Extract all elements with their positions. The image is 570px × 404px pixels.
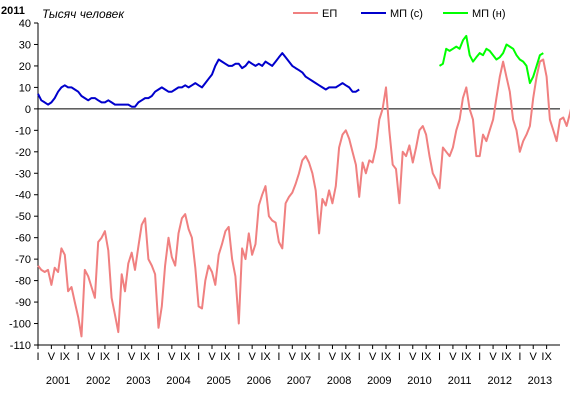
x-tick-label: V xyxy=(248,351,256,363)
legend-label-mp-n: МП (н) xyxy=(472,8,506,20)
y-tick-label: -90 xyxy=(15,297,31,309)
y-tick-label: -30 xyxy=(15,168,31,180)
y-tick-label: 30 xyxy=(19,39,31,51)
x-tick-label: V xyxy=(48,351,56,363)
x-tick-label: I xyxy=(77,351,80,363)
x-tick-label: I xyxy=(277,351,280,363)
x-tick-label: IX xyxy=(180,351,191,363)
y-tick-label: 40 xyxy=(19,18,31,30)
x-tick-label: IX xyxy=(260,351,271,363)
y-tick-label: -70 xyxy=(15,254,31,266)
year-label: 2009 xyxy=(367,375,391,387)
x-tick-label: IX xyxy=(501,351,512,363)
year-label: 2011 xyxy=(448,375,472,387)
x-tick-label: IX xyxy=(100,351,111,363)
x-tick-label: I xyxy=(117,351,120,363)
x-tick-label: V xyxy=(530,351,538,363)
x-tick-label: IX xyxy=(220,351,231,363)
x-tick-label: I xyxy=(318,351,321,363)
year-label: 2001 xyxy=(46,375,70,387)
x-tick-label: V xyxy=(289,351,297,363)
y-tick-label: -110 xyxy=(10,340,31,352)
x-tick-label: V xyxy=(208,351,216,363)
y-tick-label: -60 xyxy=(15,233,31,245)
y-tick-label: 20 xyxy=(19,61,31,73)
x-tick-label: I xyxy=(398,351,401,363)
legend-label-mp-s: МП (с) xyxy=(390,8,423,20)
y-tick-label: -50 xyxy=(15,211,31,223)
series-line-mp-n xyxy=(438,34,544,85)
year-label: 2010 xyxy=(407,375,431,387)
year-label: 2012 xyxy=(488,375,512,387)
year-label: 2002 xyxy=(86,375,110,387)
x-tick-label: V xyxy=(88,351,96,363)
legend: ЕП МП (с) МП (н) xyxy=(293,8,506,20)
year-label: 2013 xyxy=(528,375,552,387)
x-tick-label: V xyxy=(409,351,417,363)
year-label: 2008 xyxy=(327,375,351,387)
x-tick-label: IX xyxy=(341,351,352,363)
x-tick-label: I xyxy=(237,351,240,363)
x-tick-label: IX xyxy=(421,351,432,363)
x-tick-label: IX xyxy=(381,351,392,363)
x-tick-label: I xyxy=(518,351,521,363)
x-tick-label: I xyxy=(36,351,39,363)
x-tick-label: I xyxy=(157,351,160,363)
x-tick-label: IX xyxy=(461,351,472,363)
y-tick-label: 0 xyxy=(25,104,31,116)
x-tick-label: V xyxy=(449,351,457,363)
year-label: 2005 xyxy=(206,375,230,387)
y-tick-label: -40 xyxy=(15,190,31,202)
legend-label-ep: ЕП xyxy=(322,8,337,20)
x-tick-label: V xyxy=(369,351,377,363)
x-tick-label: IX xyxy=(60,351,71,363)
x-tick-label: V xyxy=(168,351,176,363)
year-label: 2007 xyxy=(287,375,311,387)
x-tick-label: IX xyxy=(541,351,552,363)
axes: -110-100-90-80-70-60-50-40-30-20-1001020… xyxy=(9,18,560,387)
y-tick-label: -80 xyxy=(15,276,31,288)
unit-label: Тысяч человек xyxy=(42,7,125,21)
x-tick-label: V xyxy=(489,351,497,363)
x-tick-label: I xyxy=(197,351,200,363)
x-tick-label: IX xyxy=(300,351,311,363)
y-tick-label: -20 xyxy=(15,147,31,159)
year-label: 2004 xyxy=(166,375,190,387)
y-tick-label: 10 xyxy=(19,82,31,94)
x-tick-label: IX xyxy=(140,351,151,363)
year-label: 2003 xyxy=(126,375,150,387)
y-tick-label: -100 xyxy=(9,319,31,331)
plot-area xyxy=(37,34,570,338)
series-line-mp-s xyxy=(37,52,360,108)
series-line-ep xyxy=(37,58,570,338)
y-tick-label: -10 xyxy=(15,125,31,137)
x-tick-label: I xyxy=(438,351,441,363)
x-tick-label: V xyxy=(329,351,337,363)
corner-label: 2011 xyxy=(1,5,25,17)
x-tick-label: I xyxy=(358,351,361,363)
x-tick-label: V xyxy=(128,351,136,363)
x-tick-label: I xyxy=(478,351,481,363)
year-label: 2006 xyxy=(247,375,271,387)
